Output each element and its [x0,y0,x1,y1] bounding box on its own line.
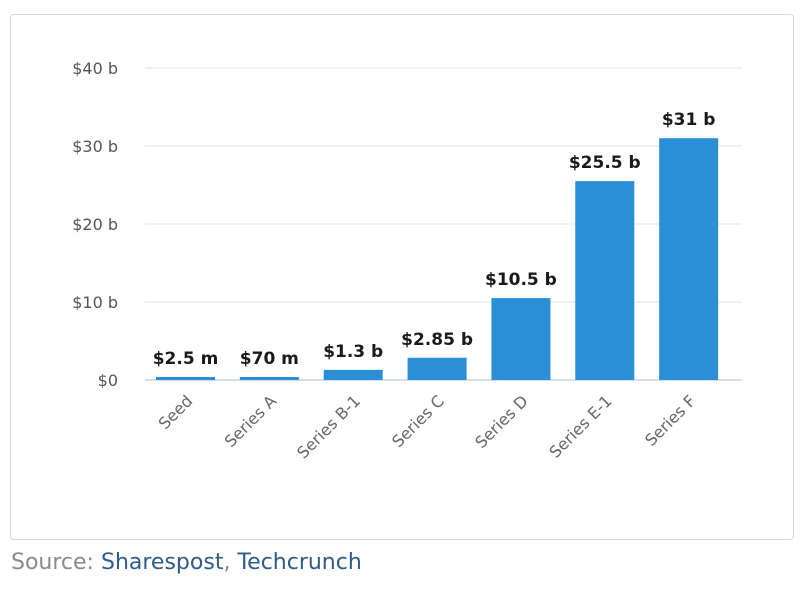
bar-seed [156,377,215,380]
source-separator: , [223,550,231,575]
data-label: $31 b [662,110,716,130]
source-link-techcrunch[interactable]: Techcrunch [237,550,362,575]
category-label: Series F [641,391,699,449]
bar-series-c [407,357,467,380]
category-label: Series C [388,391,448,451]
bar-series-e-1 [575,181,635,380]
y-tick-label: $20 b [72,215,118,234]
category-label: Series E-1 [545,391,615,461]
y-tick-label: $0 [98,371,118,390]
bar-chart: $0 $10 b $20 b $30 b $40 b $2.5 m Seed $70 m Ser… [72,59,742,462]
y-tick-label: $30 b [72,137,118,156]
y-tick-label: $10 b [72,293,118,312]
data-label: $70 m [240,349,299,369]
source-link-sharespost[interactable]: Sharespost [100,550,224,575]
category-label: Series A [221,391,281,451]
category-label: Seed [155,391,197,433]
bar-series-b-1 [323,369,383,380]
data-label: $25.5 b [569,153,641,173]
y-tick-label: $40 b [72,59,118,78]
data-label: $10.5 b [485,270,557,290]
source-prefix: Source: [11,550,94,575]
bar-series-d [491,298,551,380]
data-label: $1.3 b [323,342,383,362]
data-label: $2.5 m [153,349,219,369]
bar-series-a [239,377,299,380]
source-line: Source: Sharespost, Techcrunch [11,550,362,575]
category-label: Series B-1 [293,391,364,462]
data-label: $2.85 b [401,330,473,350]
bar-series-f [659,138,719,380]
category-label: Series D [471,391,532,452]
